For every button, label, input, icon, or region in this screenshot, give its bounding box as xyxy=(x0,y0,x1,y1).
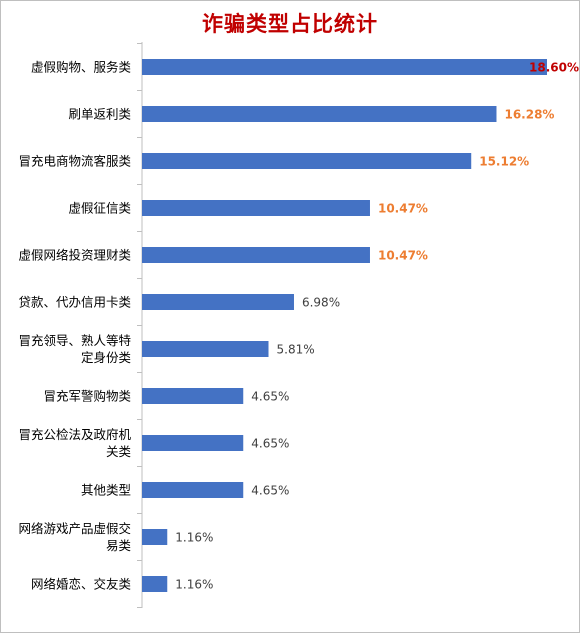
data-label: 15.12% xyxy=(479,155,529,169)
data-label: 1.16% xyxy=(175,578,213,592)
bar xyxy=(142,106,497,122)
data-label: 1.16% xyxy=(175,531,213,545)
bar xyxy=(142,59,547,75)
category-label: 易类 xyxy=(106,538,132,553)
bar xyxy=(142,200,370,216)
category-label: 关类 xyxy=(106,444,132,459)
data-label: 5.81% xyxy=(277,343,315,357)
bar xyxy=(142,341,269,357)
data-label: 4.65% xyxy=(251,390,289,404)
data-label: 4.65% xyxy=(251,437,289,451)
category-label: 冒充领导、熟人等特 xyxy=(18,333,131,348)
data-label: 6.98% xyxy=(302,296,340,310)
bar xyxy=(142,529,168,545)
category-label: 网络游戏产品虚假交 xyxy=(18,521,131,536)
bar xyxy=(142,294,294,310)
category-label: 虚假网络投资理财类 xyxy=(18,248,131,263)
data-label: 10.47% xyxy=(378,202,428,216)
category-label: 定身份类 xyxy=(81,350,132,365)
bar xyxy=(142,388,244,404)
data-label: 4.65% xyxy=(251,484,289,498)
bar xyxy=(142,435,244,451)
category-label: 冒充军警购物类 xyxy=(43,389,131,404)
category-label: 刷单返利类 xyxy=(68,107,131,122)
data-label: 16.28% xyxy=(504,108,554,122)
bar xyxy=(142,576,168,592)
bar xyxy=(142,482,244,498)
chart-title: 诈骗类型占比统计 xyxy=(202,12,378,36)
bar xyxy=(142,153,472,169)
category-label: 虚假购物、服务类 xyxy=(31,60,132,75)
category-label: 贷款、代办信用卡类 xyxy=(18,295,131,310)
category-label: 虚假征信类 xyxy=(68,201,131,216)
bar xyxy=(142,247,370,263)
category-label: 冒充公检法及政府机 xyxy=(18,427,131,442)
category-label: 冒充电商物流客服类 xyxy=(18,154,131,169)
category-label: 其他类型 xyxy=(81,483,131,498)
category-label: 网络婚恋、交友类 xyxy=(31,577,132,592)
data-label: 10.47% xyxy=(378,249,428,263)
data-label: 18.60% xyxy=(529,61,579,75)
